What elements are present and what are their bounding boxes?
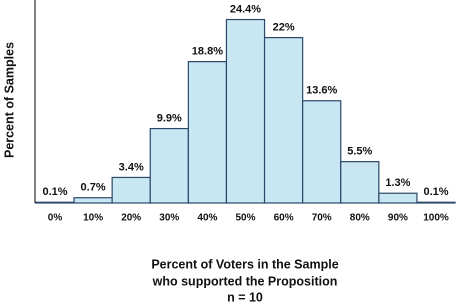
- bar: [416, 201, 456, 204]
- bar: [149, 127, 189, 204]
- bar: [340, 161, 380, 204]
- data-label: 0.7%: [81, 182, 106, 194]
- x-axis-label: Percent of Voters in the Sample: [151, 257, 338, 271]
- x-axis-label: who supported the Proposition: [152, 274, 338, 288]
- note: n = 10: [227, 290, 263, 304]
- x-tick-label: 80%: [350, 213, 370, 224]
- data-label: 0.1%: [42, 186, 67, 198]
- bar: [302, 100, 342, 204]
- x-tick-label: 60%: [274, 213, 294, 224]
- data-label: 5.5%: [347, 146, 372, 158]
- data-label: 1.3%: [385, 177, 410, 189]
- bar: [225, 18, 266, 204]
- x-tick-label: 50%: [235, 213, 255, 224]
- bar: [263, 36, 304, 204]
- data-label: 0.1%: [423, 186, 448, 198]
- data-label: 22%: [273, 21, 295, 33]
- x-tick-label: 90%: [388, 213, 408, 224]
- x-tick-label: 0%: [48, 213, 63, 224]
- x-tick-label: 20%: [121, 213, 141, 224]
- bar: [111, 176, 151, 204]
- data-label: 9.9%: [157, 112, 182, 124]
- x-tick-label: 10%: [83, 213, 103, 224]
- bar: [187, 61, 228, 204]
- data-label: 3.4%: [119, 161, 144, 173]
- data-label: 18.8%: [192, 46, 223, 58]
- x-tick-label: 40%: [197, 213, 217, 224]
- bar: [378, 192, 418, 204]
- x-tick-label: 100%: [423, 213, 449, 224]
- data-label: 24.4%: [230, 3, 261, 15]
- bar: [35, 201, 75, 204]
- bar: [73, 197, 113, 204]
- x-tick-label: 30%: [159, 213, 179, 224]
- y-axis-label: Percent of Samples: [2, 42, 16, 158]
- x-tick-label: 70%: [312, 213, 332, 224]
- data-label: 13.6%: [306, 85, 337, 97]
